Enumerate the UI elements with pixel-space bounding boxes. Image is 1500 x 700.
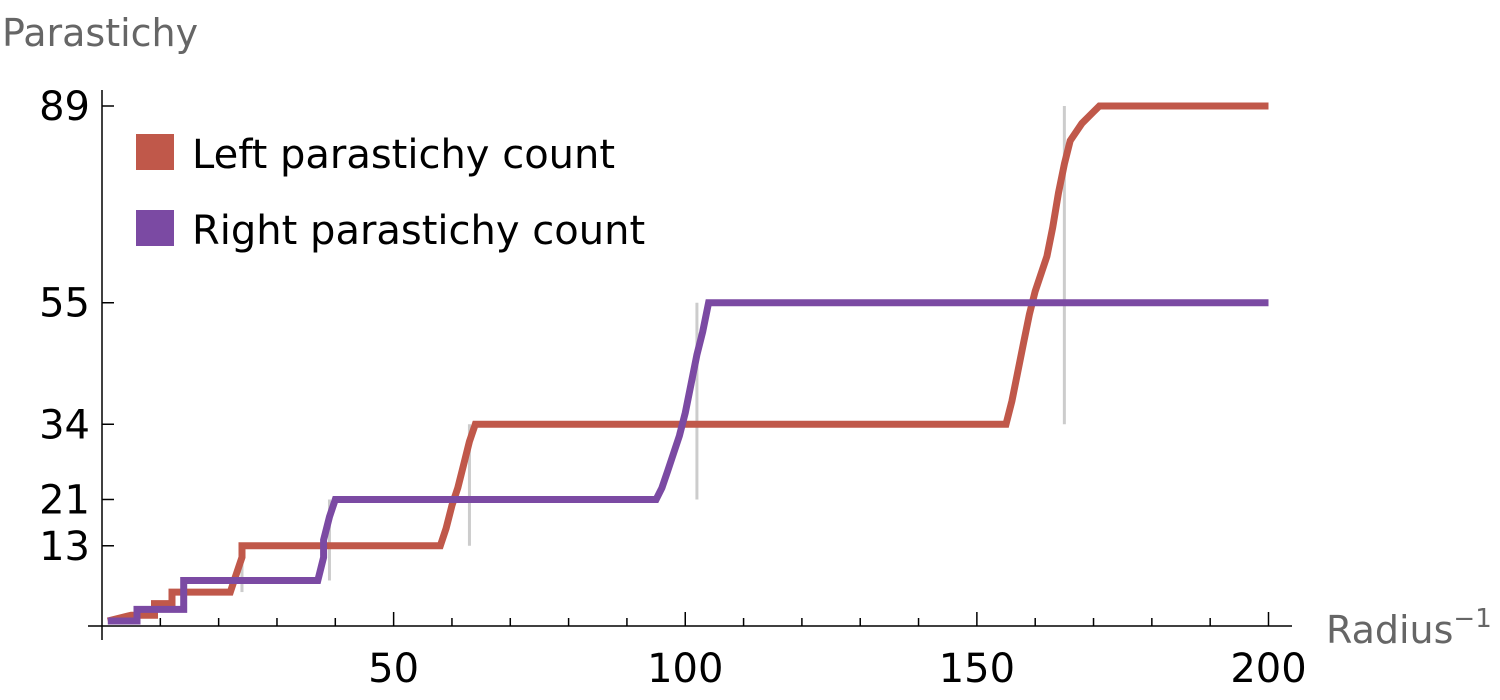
y-tick-label: 21 [39,477,90,523]
y-tick-label: 89 [39,84,90,130]
legend-label-right: Right parastichy count [192,208,645,254]
x-tick-label: 150 [939,646,1015,692]
x-axis-title: Radius−1 [1326,604,1492,652]
x-axis-ticks: 50 100 150 200 [159,612,1307,692]
legend-label-left: Left parastichy count [192,132,615,178]
x-tick-label: 50 [368,646,419,692]
reference-lines [240,106,1066,593]
series-line-left [106,102,1269,625]
legend-swatch-left [136,134,174,170]
series-line-right [107,299,1269,625]
x-axis-title-base: Radius [1326,608,1453,652]
legend-swatch-right [136,210,174,246]
x-axis-title-superscript: −1 [1453,604,1491,634]
y-axis-title: Parastichy [2,11,198,55]
y-tick-label: 34 [39,402,90,448]
legend: Left parastichy count Right parastichy c… [136,132,645,254]
x-tick-label: 200 [1230,646,1306,692]
axes [88,90,1292,640]
x-tick-label: 100 [647,646,723,692]
series-lines [106,102,1269,625]
y-tick-label: 13 [39,524,90,570]
y-tick-label: 55 [39,281,90,327]
